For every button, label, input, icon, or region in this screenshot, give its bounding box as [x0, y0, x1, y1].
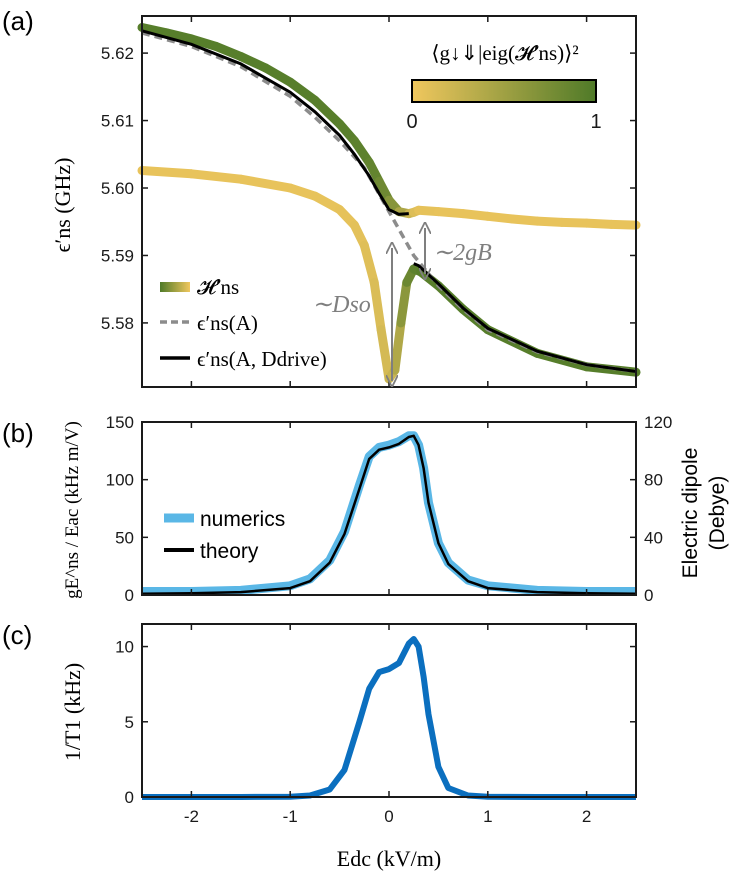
hamiltonian-branch-segment	[137, 166, 196, 179]
hamiltonian-branch-segment	[376, 325, 394, 384]
legend-label-dashed: ϵ′ns(A)	[197, 311, 258, 335]
panel-b-plot-area	[141, 431, 637, 596]
ytick-label: 10	[115, 638, 134, 657]
panel-b-axes: 0 50 100 150 0 40 80 120	[106, 413, 673, 605]
xtick-label: 0	[384, 807, 393, 826]
hamiltonian-branch-segment	[285, 77, 320, 105]
colorbar-min-label: 0	[406, 111, 417, 133]
panel-b-legend: numerics theory	[164, 508, 285, 563]
ytick-label: 0	[125, 788, 134, 807]
panel-b-label: (b)	[2, 418, 34, 448]
ytick-label: 5.62	[101, 44, 134, 63]
panel-c-label: (c)	[2, 620, 32, 650]
panel-b-right-ylabel-line1: Electric dipole	[679, 448, 702, 579]
panel-c-xlabel: Edc (kV/m)	[337, 846, 441, 871]
legend-label-theory: theory	[200, 540, 259, 563]
hamiltonian-branch-segment	[310, 95, 345, 129]
ytick-label: 100	[106, 471, 134, 490]
hamiltonian-branch-segment	[186, 169, 246, 184]
ytick-label: 5	[125, 713, 134, 732]
panel-c-axes: -2 -1 0 1 2 0 5 10	[115, 624, 636, 826]
panel-b-right-ylabel-line2: (Debye)	[706, 476, 729, 551]
ytick-label: 5.59	[101, 246, 134, 265]
series-line-numerics	[142, 431, 636, 596]
panel-a-plot-area	[137, 23, 641, 384]
ytick-label: 5.61	[101, 112, 134, 131]
right-ytick-label: 40	[644, 528, 663, 547]
hamiltonian-branch-segment	[236, 52, 270, 73]
hamiltonian-branch-segment	[261, 63, 295, 87]
hamiltonian-branch-segment	[390, 318, 406, 375]
panel-a: 5.58 5.59 5.60 5.61 5.62 ϵ′ns (GHz) ⟨g↓⇓|eig…	[50, 15, 641, 388]
colorbar-title: ⟨g↓⇓|eig(𝓗′ns)⟩²	[431, 41, 578, 65]
legend-label-numerics: numerics	[200, 508, 285, 531]
ytick-label: 5.60	[101, 179, 134, 198]
xtick-label: 2	[582, 807, 591, 826]
hamiltonian-branch-segment	[359, 240, 379, 287]
panel-c-plot-area	[142, 636, 636, 800]
series-line-theory	[141, 434, 637, 596]
legend-swatch-hamiltonian	[160, 282, 190, 292]
ytick-label: 150	[106, 413, 134, 432]
xtick-label: 1	[483, 807, 492, 826]
right-ytick-label: 120	[644, 413, 672, 432]
xtick-label: -1	[283, 807, 298, 826]
xtick-label: -2	[184, 807, 199, 826]
gb-label: ∼2gB	[433, 240, 492, 266]
ytick-label: 0	[125, 586, 134, 605]
annotation-dso: ∼Dso	[312, 248, 392, 381]
panel-a-label: (a)	[2, 6, 34, 36]
panel-a-ylabel: ϵ′ns (GHz)	[50, 158, 75, 253]
right-ytick-label: 0	[644, 586, 653, 605]
colorbar-bar	[411, 79, 597, 103]
ytick-label: 5.58	[101, 314, 134, 333]
panel-b-ylabel: gE^ns / Eac (kHz m/V)	[62, 421, 83, 599]
panel-c-ylabel: 1/T1 (kHz)	[60, 663, 85, 761]
right-ytick-label: 80	[644, 471, 663, 490]
hamiltonian-branch-segment	[606, 219, 641, 230]
panel-a-axes: 5.58 5.59 5.60 5.61 5.62	[101, 16, 636, 387]
panel-c: -2 -1 0 1 2 0 5 10 1/T1 (kHz) Edc (kV/m)	[60, 623, 637, 871]
dso-label: ∼Dso	[312, 292, 371, 318]
legend-label-solid: ϵ′ns(A, Ddrive)	[197, 347, 327, 371]
annotation-2gb: ∼2gB	[425, 228, 492, 274]
series-line-rate	[142, 636, 636, 800]
hamiltonian-branch-segment	[310, 191, 345, 215]
colorbar-max-label: 1	[590, 111, 601, 133]
legend-label-hamiltonian: 𝓗′ns	[197, 275, 239, 299]
colorbar: ⟨g↓⇓|eig(𝓗′ns)⟩² 0 1	[406, 41, 601, 133]
ytick-label: 50	[115, 528, 134, 547]
panel-a-legend: 𝓗′ns ϵ′ns(A) ϵ′ns(A, Ddrive)	[160, 275, 327, 371]
hamiltonian-branch-segment	[236, 174, 295, 193]
hamiltonian-branch-segment	[369, 277, 386, 335]
panel-c-frame	[141, 623, 637, 798]
hamiltonian-branch-segment	[396, 277, 412, 328]
